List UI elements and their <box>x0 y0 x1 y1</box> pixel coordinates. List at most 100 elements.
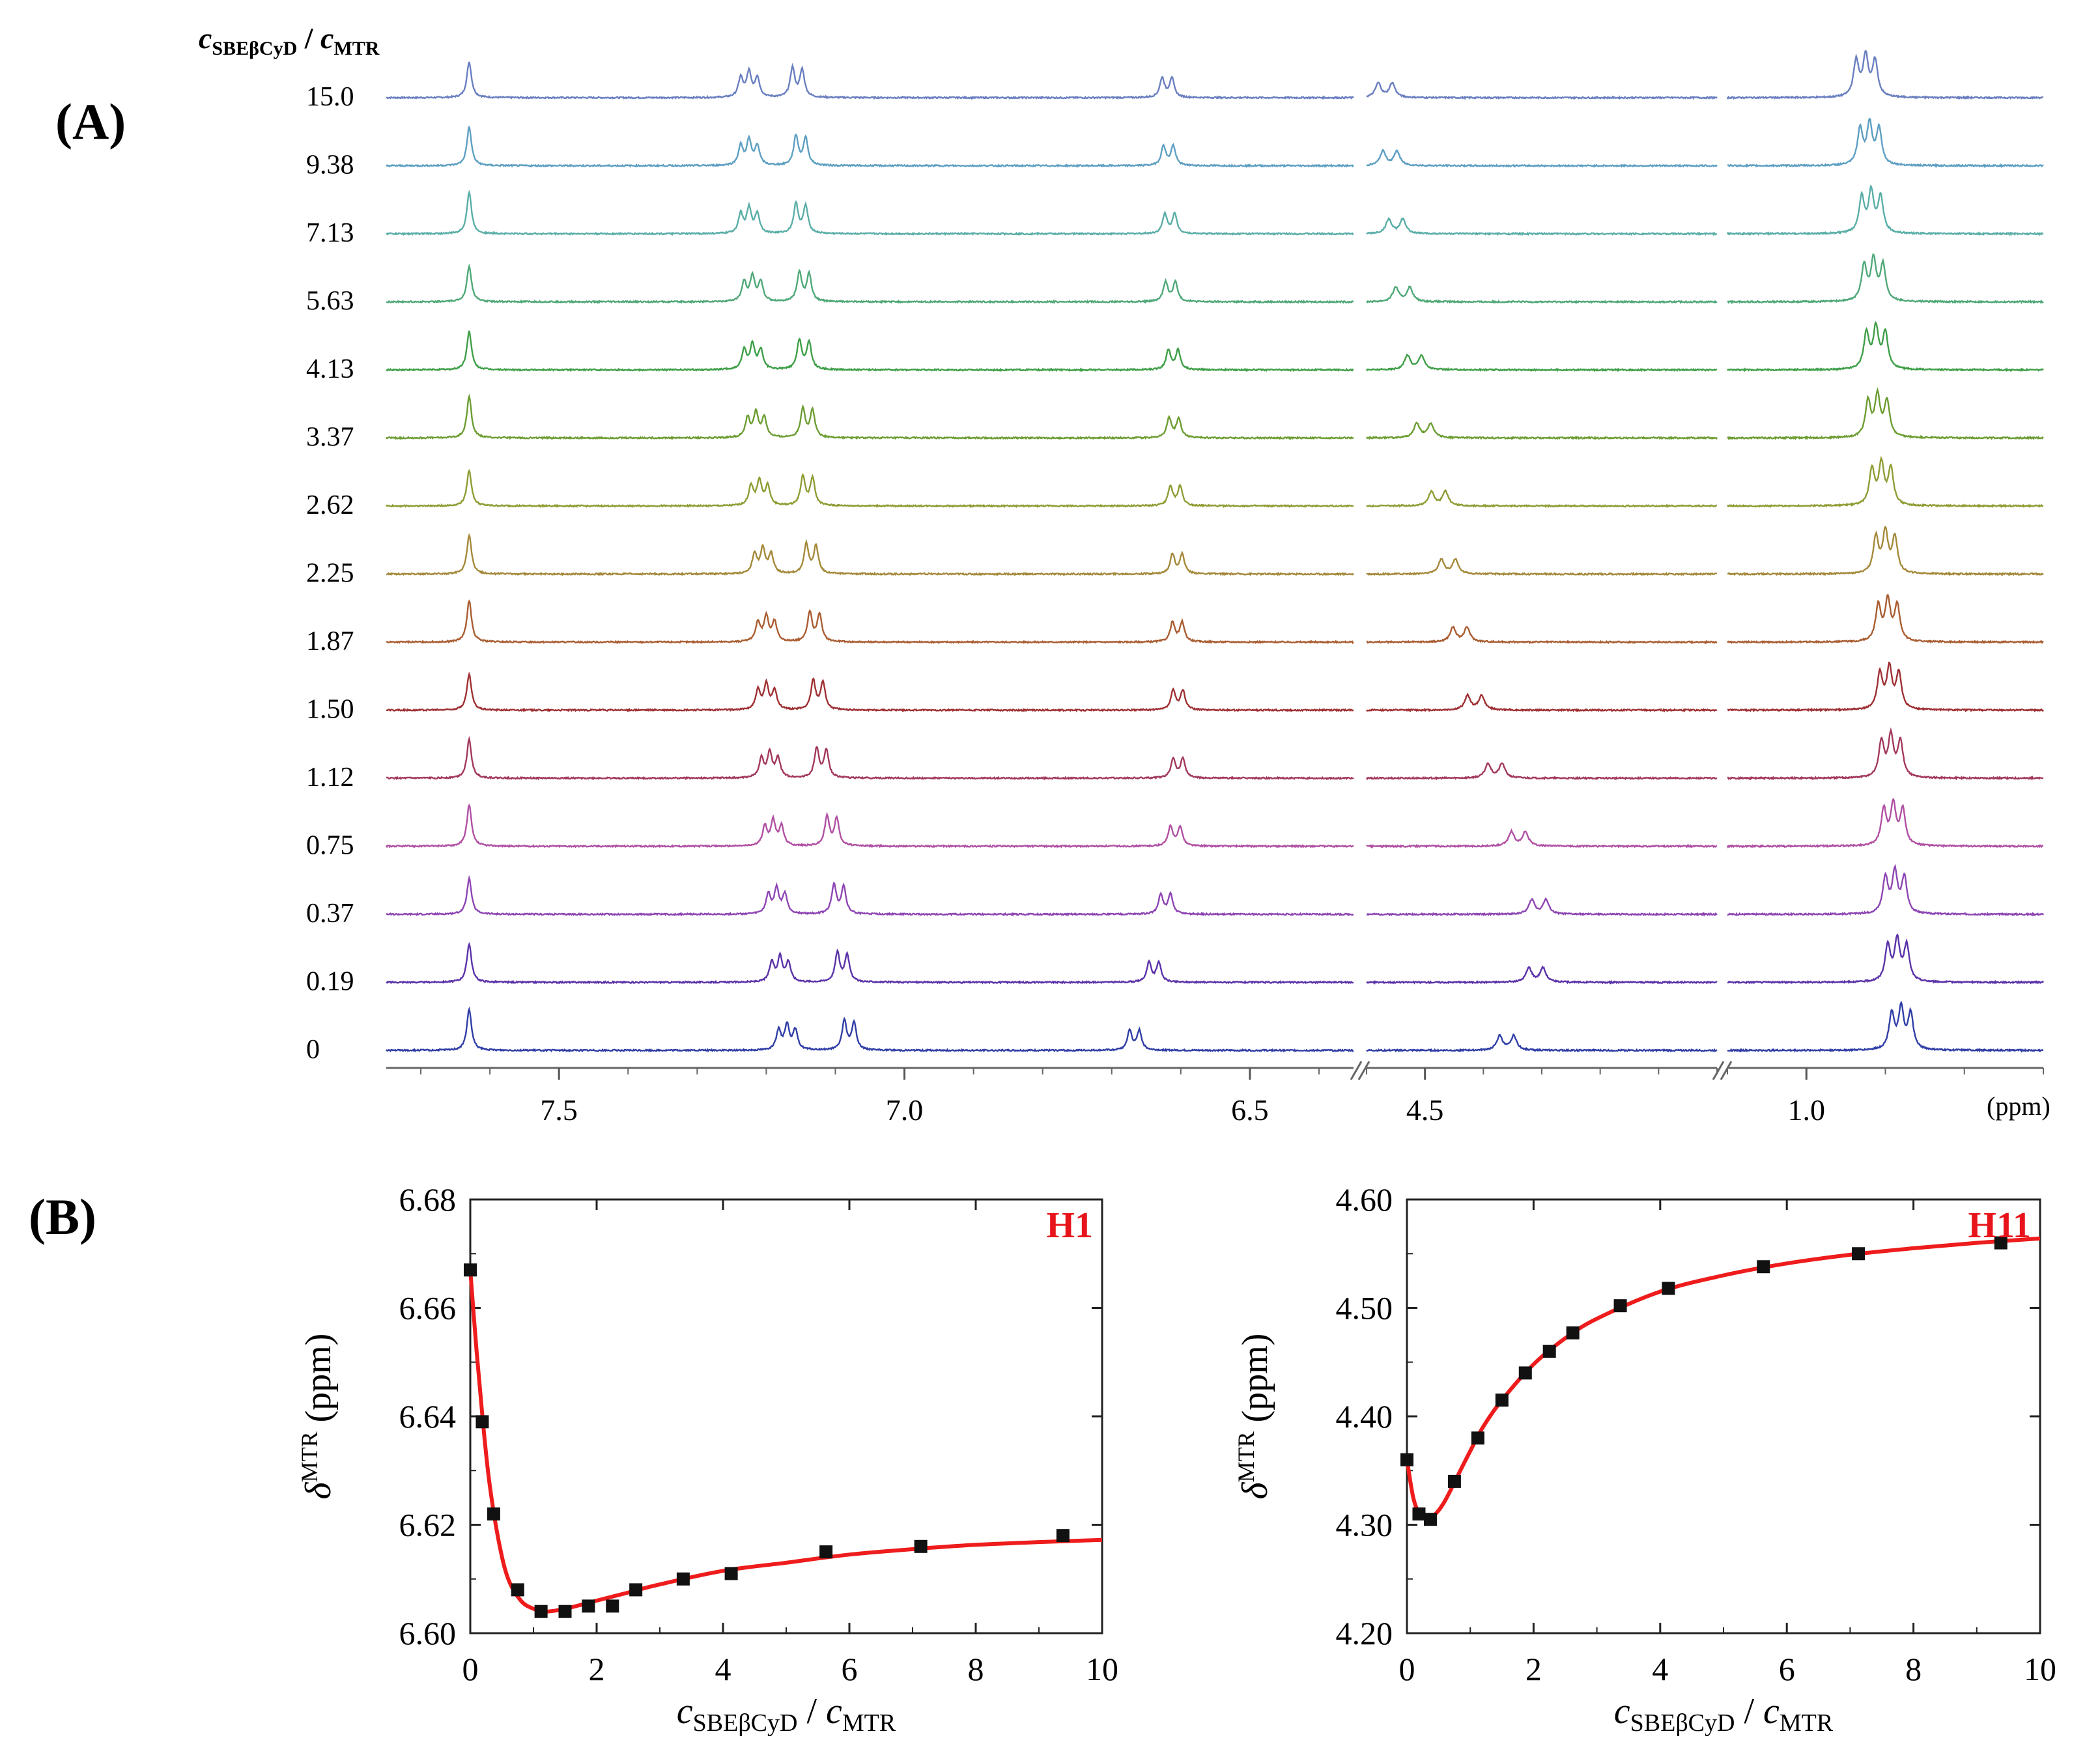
y-axis-label: δMTR (ppm) <box>296 1334 339 1500</box>
spectrum-trace-5_63 <box>386 263 1354 304</box>
ratio-label: 5.63 <box>306 287 354 316</box>
x-tick-label: 10 <box>1086 1651 1118 1687</box>
spectrum-trace-4_13 <box>1366 353 1718 372</box>
spectrum-trace-7_13 <box>386 189 1354 236</box>
x-tick-label: 8 <box>968 1651 984 1687</box>
y-tick-label: 6.68 <box>399 1181 457 1218</box>
y-tick-label: 4.60 <box>1336 1181 1393 1218</box>
ratio-label: 7.13 <box>306 218 354 248</box>
spectrum-trace-2_62 <box>1727 456 2044 509</box>
data-point <box>1994 1236 2008 1250</box>
chart-h11: 0 2 4 6 8 10 4.20 4.30 4.40 4.50 4.60 H11 cSBEβCyD /… <box>1233 1181 2056 1737</box>
data-point <box>606 1599 619 1613</box>
ratio-label: 3.37 <box>306 423 354 453</box>
data-point <box>1566 1326 1580 1339</box>
data-point <box>1495 1394 1509 1407</box>
data-point <box>724 1567 738 1580</box>
spectrum-trace-1_87 <box>1366 625 1717 645</box>
spectrum-trace-9_38 <box>1727 117 2044 169</box>
spectrum-trace-15_0 <box>1366 81 1718 100</box>
chart-title: H1 <box>1046 1205 1093 1246</box>
data-point <box>1471 1431 1484 1445</box>
ratio-header: cSBEβCyD / cMTR <box>199 21 380 59</box>
data-point <box>464 1263 477 1277</box>
x-tick-label: 0 <box>1399 1651 1415 1687</box>
spectrum-trace-1_50 <box>1727 662 2044 713</box>
axis-break <box>1712 1061 1725 1080</box>
spectrum-trace-0_37 <box>1366 897 1718 917</box>
spectrum-trace-3_37 <box>385 393 1354 440</box>
y-tick-label: 6.64 <box>399 1398 457 1435</box>
x-tick-label: 0 <box>462 1651 479 1687</box>
ratio-label: 0 <box>306 1035 320 1065</box>
spectrum-trace-0_37 <box>386 875 1354 917</box>
ratio-label: 0.19 <box>306 967 354 997</box>
y-tick-label: 4.30 <box>1336 1507 1393 1543</box>
x-tick-label: 10 <box>2024 1651 2056 1687</box>
ratio-label: 4.13 <box>306 354 354 384</box>
data-point <box>1423 1513 1437 1526</box>
ratio-label: 0.75 <box>306 831 354 861</box>
spectrum-trace-0_75 <box>385 803 1354 848</box>
spectrum-trace-0 <box>386 1006 1354 1053</box>
ppm-tick-label: 7.5 <box>540 1093 578 1127</box>
spectrum-trace-5_63 <box>1366 285 1718 305</box>
spectrum-trace-2_25 <box>1366 558 1718 576</box>
data-point <box>534 1605 548 1618</box>
spectrum-trace-0 <box>1366 1033 1718 1053</box>
data-point <box>1613 1299 1627 1313</box>
spectrum-trace-9_38 <box>1366 148 1718 168</box>
spectrum-trace-0_19 <box>386 942 1354 985</box>
plot-frame <box>1406 1198 2041 1634</box>
ratio-label: 15.0 <box>306 82 354 112</box>
data-point <box>1412 1507 1426 1521</box>
axis-break <box>1720 1061 1733 1080</box>
spectrum-trace-15_0 <box>1726 50 2043 100</box>
spectrum-trace-4_13 <box>386 330 1354 372</box>
ratio-label: 1.87 <box>306 626 354 656</box>
plot-frame <box>469 1198 1103 1634</box>
y-axis-label: δMTR (ppm) <box>1233 1334 1275 1500</box>
x-tick-label: 8 <box>1905 1651 1922 1687</box>
x-tick-label: 4 <box>715 1651 731 1687</box>
fit-curve <box>1405 1236 2041 1521</box>
ratio-labels: 15.0 9.38 7.13 5.63 4.13 3.37 2.62 2.25 1.87 1.50… <box>306 82 354 1065</box>
spectrum-trace-9_38 <box>386 126 1354 169</box>
chart-title: H11 <box>1968 1205 2031 1246</box>
ppm-unit-label: (ppm) <box>1987 1091 2050 1121</box>
spectrum-trace-4_13 <box>1726 320 2044 372</box>
spectrum-trace-3_37 <box>1727 387 2044 441</box>
spectrum-trace-2_62 <box>1366 489 1718 509</box>
spectrum-trace-0_19 <box>1727 933 2045 985</box>
ppm-tick-label: 1.0 <box>1788 1093 1826 1127</box>
data-point <box>1662 1282 1675 1295</box>
ratio-label: 2.62 <box>306 490 354 520</box>
ppm-axis: 7.5 7.0 6.5 4.5 1.0 <box>386 1061 2044 1127</box>
x-tick-label: 2 <box>589 1651 605 1687</box>
axis-break <box>1350 1061 1363 1080</box>
spectrum-trace-3_37 <box>1366 421 1718 440</box>
data-point <box>558 1605 572 1618</box>
ratio-label: 9.38 <box>306 150 354 180</box>
spectrum-trace-7_13 <box>1726 184 2044 236</box>
x-tick-label: 6 <box>1779 1651 1795 1687</box>
data-point <box>511 1583 524 1597</box>
data-point <box>1056 1529 1070 1543</box>
spectrum-trace-2_62 <box>386 469 1354 509</box>
spectrum-trace-0_75 <box>1366 828 1718 849</box>
data-point <box>819 1545 833 1559</box>
x-axis-label: cSBEβCyD / cMTR <box>677 1691 896 1737</box>
ppm-tick-label: 4.5 <box>1406 1093 1444 1127</box>
ratio-label: 0.37 <box>306 899 354 929</box>
y-tick-label: 6.66 <box>399 1290 457 1326</box>
spectrum-trace-5_63 <box>1727 253 2044 305</box>
spectrum-trace-1_12 <box>1365 762 1718 781</box>
fit-curve <box>468 1269 1103 1614</box>
chart-h1: 0 2 4 6 8 10 6.60 6.62 6.64 6.66 6.68 H1 cSBEβCyD / … <box>296 1181 1118 1737</box>
y-tick-label: 4.40 <box>1336 1398 1393 1435</box>
nmr-spectra <box>385 50 2045 1053</box>
ratio-label: 1.50 <box>306 695 354 725</box>
data-point <box>1542 1345 1556 1358</box>
ppm-tick-label: 7.0 <box>886 1093 924 1127</box>
